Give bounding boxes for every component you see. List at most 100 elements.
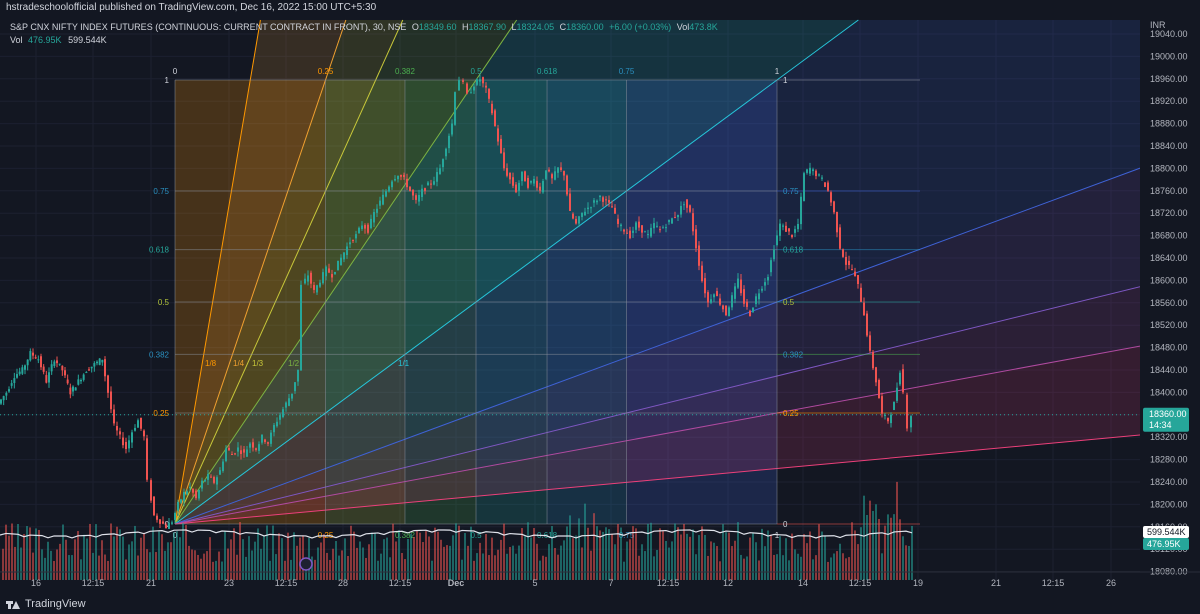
candle-body bbox=[479, 79, 481, 82]
price-tick-label: 19040.00 bbox=[1150, 29, 1188, 39]
candle-body bbox=[177, 501, 179, 511]
candle-body bbox=[482, 77, 484, 84]
candle-body bbox=[626, 232, 628, 234]
time-tick-label: 12:15 bbox=[82, 578, 105, 588]
candle-body bbox=[731, 295, 733, 308]
candle-body bbox=[851, 269, 853, 271]
candle-body bbox=[104, 359, 106, 377]
candle-body bbox=[512, 177, 514, 186]
volume-bar bbox=[224, 531, 226, 580]
candle-body bbox=[180, 499, 182, 503]
volume-bar bbox=[851, 522, 853, 580]
gann-top-label: 0.382 bbox=[395, 67, 416, 76]
volume-bar bbox=[371, 532, 373, 580]
volume-bar bbox=[578, 518, 580, 580]
volume-bar bbox=[845, 558, 847, 580]
volume-bar bbox=[779, 536, 781, 580]
candle-body bbox=[451, 123, 453, 135]
candle-body bbox=[692, 213, 694, 232]
candle-body bbox=[629, 230, 631, 239]
candle-body bbox=[575, 218, 577, 224]
gann-right-label: 1 bbox=[783, 76, 788, 85]
price-chart[interactable]: 00.250.3820.50.6180.75100.250.3820.50.61… bbox=[0, 16, 1200, 596]
candle-body bbox=[10, 383, 13, 386]
candle-body bbox=[458, 80, 460, 91]
price-tick-label: 18680.00 bbox=[1150, 231, 1188, 241]
candle-body bbox=[186, 491, 188, 495]
volume-bar bbox=[647, 523, 649, 580]
volume-bar bbox=[392, 523, 394, 580]
candle-body bbox=[346, 246, 348, 256]
candle-body bbox=[454, 92, 456, 125]
candle-body bbox=[98, 358, 101, 365]
candle-body bbox=[77, 379, 80, 385]
candle-body bbox=[364, 225, 366, 229]
volume-bar bbox=[572, 538, 574, 580]
candle-body bbox=[201, 480, 203, 489]
candle-body bbox=[677, 214, 679, 218]
volume-bar bbox=[362, 547, 364, 580]
volume-bar bbox=[803, 534, 805, 580]
gann-bottom-label: 0.382 bbox=[395, 531, 416, 540]
volume-bar bbox=[533, 528, 535, 580]
volume-bar bbox=[896, 481, 898, 580]
volume-bar bbox=[812, 559, 814, 580]
candle-body bbox=[72, 386, 74, 392]
vol-row-value2: 599.544K bbox=[68, 35, 107, 45]
volume-bar bbox=[719, 561, 721, 580]
candle-body bbox=[400, 174, 402, 177]
volume-bar bbox=[215, 560, 217, 580]
candle-body bbox=[367, 224, 369, 233]
volume-bar bbox=[335, 541, 337, 580]
candle-body bbox=[545, 170, 547, 179]
last-price-value: 18360.00 bbox=[1149, 409, 1187, 419]
volume-bar bbox=[134, 525, 136, 580]
candle-body bbox=[752, 307, 754, 312]
candle-body bbox=[189, 486, 191, 489]
candle-body bbox=[650, 227, 652, 237]
candle-body bbox=[231, 453, 233, 455]
volume-ma-line bbox=[0, 529, 913, 539]
volume-bar bbox=[245, 556, 247, 580]
candle-body bbox=[82, 374, 85, 380]
volume-bar bbox=[212, 561, 214, 580]
volume-bar bbox=[791, 533, 793, 580]
gann-fan-ray bbox=[174, 19, 404, 525]
candle-body bbox=[116, 426, 118, 431]
high-label: H bbox=[462, 22, 469, 32]
volume-bar bbox=[92, 552, 94, 580]
volume-bar bbox=[866, 514, 868, 580]
volume-bar bbox=[830, 557, 832, 580]
candlesticks bbox=[0, 74, 912, 530]
volume-bar bbox=[140, 537, 142, 580]
volume-bar bbox=[767, 530, 769, 580]
candle-body bbox=[890, 414, 892, 424]
candle-body bbox=[788, 228, 790, 232]
volume-bar bbox=[338, 555, 340, 580]
candle-body bbox=[140, 417, 142, 429]
candle-body bbox=[614, 207, 616, 214]
candle-body bbox=[258, 444, 260, 451]
candle-body bbox=[686, 199, 688, 208]
candle-body bbox=[48, 372, 50, 383]
volume-bar bbox=[239, 522, 241, 580]
tradingview-logo[interactable]: TradingView bbox=[6, 596, 86, 612]
candle-body bbox=[107, 375, 109, 393]
volume-bar bbox=[149, 552, 151, 580]
volume-bar bbox=[440, 539, 442, 580]
time-tick-label: 12:15 bbox=[849, 578, 872, 588]
candle-body bbox=[195, 490, 197, 499]
candle-body bbox=[497, 128, 499, 142]
candle-body bbox=[791, 234, 793, 238]
volume-bar bbox=[821, 531, 823, 580]
candle-body bbox=[96, 361, 98, 364]
candle-body bbox=[430, 183, 432, 185]
candle-body bbox=[240, 450, 242, 454]
volume-bar bbox=[365, 557, 367, 580]
candle-body bbox=[433, 181, 435, 185]
candle-body bbox=[476, 79, 478, 85]
candle-body bbox=[448, 135, 450, 149]
volume-bar bbox=[56, 549, 58, 580]
candle-body bbox=[470, 92, 472, 94]
volume-bar bbox=[551, 526, 553, 580]
